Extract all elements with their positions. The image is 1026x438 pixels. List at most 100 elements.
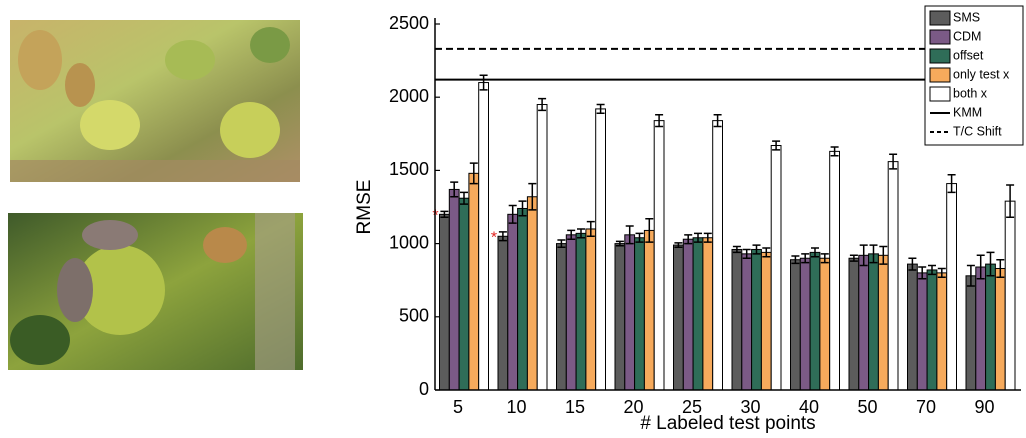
x-tick-label: 20 xyxy=(623,397,643,417)
error-bar xyxy=(830,146,839,157)
bar xyxy=(887,161,899,391)
bar xyxy=(809,251,821,391)
y-tick-label: 500 xyxy=(399,306,429,326)
bar xyxy=(497,235,509,391)
bar xyxy=(458,197,470,391)
y-axis-title: RMSE xyxy=(354,180,375,235)
bar xyxy=(712,120,724,391)
x-tick-label: 15 xyxy=(565,397,585,417)
bar xyxy=(877,254,889,391)
error-bar xyxy=(645,217,654,243)
error-bar xyxy=(772,140,781,151)
error-bar xyxy=(937,267,946,279)
legend-swatch xyxy=(929,29,951,45)
bar xyxy=(585,228,597,391)
legend-label: only test x xyxy=(953,67,1010,81)
legend-label: offset xyxy=(953,48,984,62)
x-tick-label: 25 xyxy=(682,397,702,417)
bar xyxy=(907,263,918,391)
y-tick-label: 1500 xyxy=(389,159,429,179)
bar xyxy=(790,259,801,391)
bar xyxy=(1004,200,1016,391)
error-bar xyxy=(791,255,800,265)
bar xyxy=(770,145,782,391)
error-bar xyxy=(918,266,927,280)
x-tick-label: 5 xyxy=(453,397,463,417)
bar xyxy=(975,266,987,391)
y-tick-label: 1000 xyxy=(389,232,429,252)
error-bar xyxy=(655,114,664,128)
x-tick-label: 50 xyxy=(857,397,877,417)
x-tick-label: 90 xyxy=(974,397,994,417)
error-bar xyxy=(849,254,858,262)
legend-swatch xyxy=(929,86,951,102)
error-bar xyxy=(635,232,644,243)
legend-label: KMM xyxy=(953,105,982,119)
error-bar xyxy=(518,200,527,217)
bar xyxy=(994,267,1006,391)
legend-label: CDM xyxy=(953,29,981,43)
bar xyxy=(565,234,577,391)
bar xyxy=(653,120,665,391)
error-bar xyxy=(976,254,985,280)
bar xyxy=(643,229,655,391)
bar xyxy=(848,257,860,391)
bar xyxy=(741,253,753,391)
error-bar xyxy=(567,229,576,240)
error-bar xyxy=(450,181,459,198)
legend-label: both x xyxy=(953,86,988,100)
legend-label: SMS xyxy=(953,10,980,24)
error-bar xyxy=(596,103,605,115)
bar xyxy=(751,248,762,391)
error-bar xyxy=(557,239,566,249)
error-bar xyxy=(966,264,975,287)
bar xyxy=(526,196,538,391)
error-bar xyxy=(694,232,702,243)
error-bar xyxy=(752,244,761,255)
error-bar xyxy=(538,97,547,112)
error-bar xyxy=(947,174,956,194)
bar xyxy=(614,243,626,391)
y-tick-label: 2500 xyxy=(389,13,429,33)
error-bar xyxy=(460,191,468,205)
bar xyxy=(692,237,704,391)
bar xyxy=(819,257,831,391)
significance-marker: * xyxy=(491,229,497,246)
error-bar xyxy=(615,240,624,247)
bar xyxy=(595,108,607,391)
error-bar xyxy=(996,258,1005,279)
error-bar xyxy=(479,74,488,91)
bar xyxy=(946,183,958,391)
bar xyxy=(858,254,870,391)
error-bar xyxy=(684,234,693,245)
error-bar xyxy=(508,204,517,224)
bar xyxy=(682,238,694,391)
error-bar xyxy=(625,225,634,245)
x-tick-label: 70 xyxy=(916,397,936,417)
bar xyxy=(926,269,938,391)
bar xyxy=(448,188,460,391)
error-bar xyxy=(859,244,868,267)
error-bar xyxy=(820,253,829,264)
bar xyxy=(507,213,519,391)
error-bar xyxy=(801,253,810,264)
error-bar xyxy=(674,242,683,249)
bar xyxy=(868,253,879,391)
bar xyxy=(634,237,645,391)
bar xyxy=(985,263,996,391)
bar xyxy=(439,213,450,391)
error-bar xyxy=(1006,184,1015,218)
bar xyxy=(799,257,811,391)
x-tick-label: 30 xyxy=(740,397,760,417)
bar xyxy=(517,207,528,391)
photo-bottom xyxy=(8,213,303,370)
y-tick-label: 0 xyxy=(419,379,429,399)
x-axis-title: # Labeled test points xyxy=(640,413,815,433)
y-tick-label: 2000 xyxy=(389,86,429,106)
bar xyxy=(731,248,743,391)
bar xyxy=(536,104,548,391)
bar xyxy=(624,234,636,391)
error-bar xyxy=(498,231,507,242)
error-bar xyxy=(528,182,537,211)
